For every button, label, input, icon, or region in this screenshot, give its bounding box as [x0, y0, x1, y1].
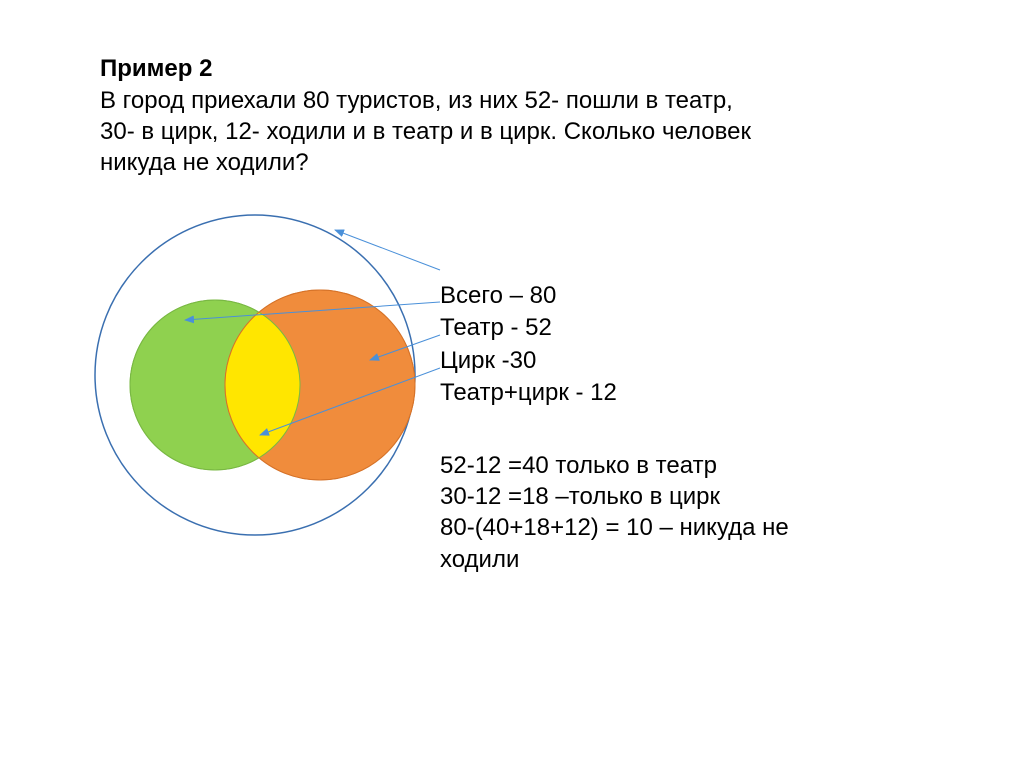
- solution-line-4: ходили: [440, 544, 960, 575]
- legend-theater: Театр - 52: [440, 312, 940, 344]
- legend-circus: Цирк -30: [440, 345, 940, 377]
- example-title: Пример 2: [100, 55, 924, 83]
- legend-total: Всего – 80: [440, 280, 940, 312]
- problem-line-3: никуда не ходили?: [100, 147, 924, 178]
- solution-line-3: 80-(40+18+12) = 10 – никуда не: [440, 512, 960, 543]
- solution: 52-12 =40 только в театр 30-12 =18 –толь…: [440, 450, 960, 575]
- solution-line-1: 52-12 =40 только в театр: [440, 450, 960, 481]
- legend: Всего – 80 Театр - 52 Цирк -30 Театр+цир…: [440, 280, 940, 410]
- legend-both: Театр+цирк - 12: [440, 377, 940, 409]
- venn-diagram: [70, 210, 440, 560]
- problem-line-1: В город приехали 80 туристов, из них 52-…: [100, 85, 924, 116]
- solution-line-2: 30-12 =18 –только в цирк: [440, 481, 960, 512]
- problem-line-2: 30- в цирк, 12- ходили и в театр и в цир…: [100, 116, 924, 147]
